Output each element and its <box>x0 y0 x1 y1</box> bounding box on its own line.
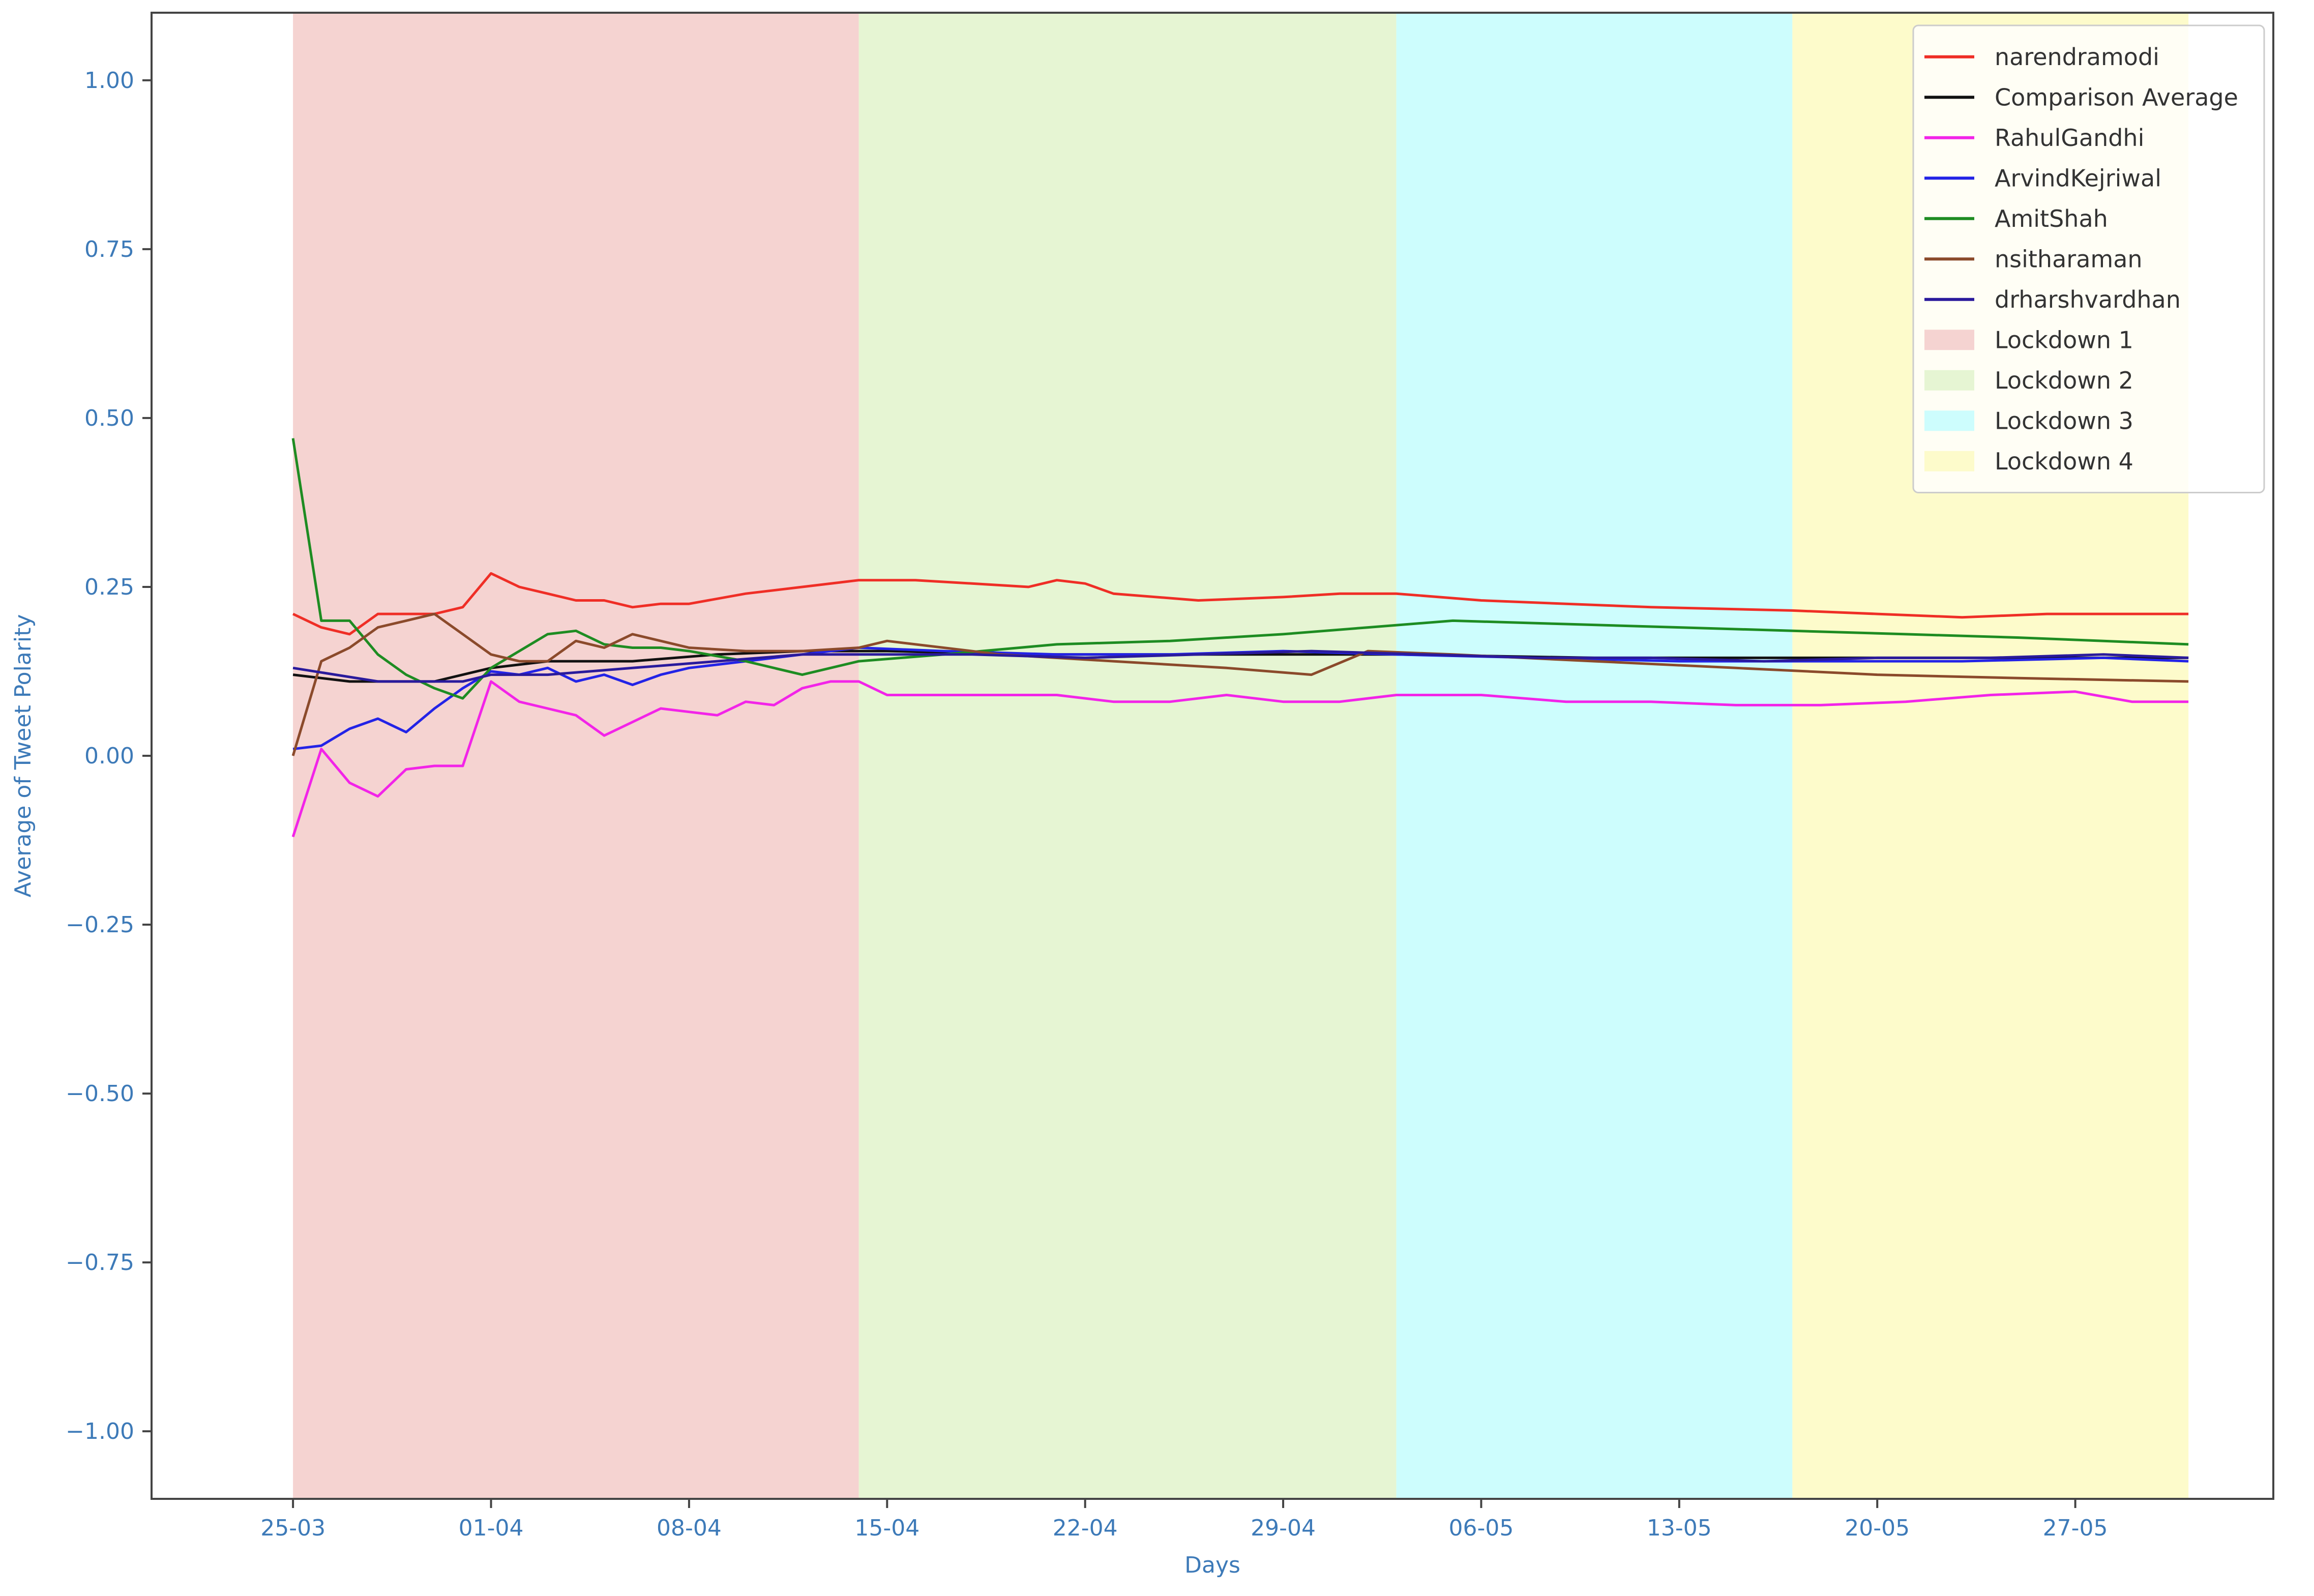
y-tick-label: 0.50 <box>84 405 134 431</box>
legend-label-nsitharaman: nsitharaman <box>1995 245 2143 273</box>
series-line-drharshvardhan <box>292 649 2189 683</box>
y-axis: −1.00 −0.75 −0.50 −0.25 0.00 0.25 0.50 0.75 1.00 <box>66 68 152 1444</box>
series-lines <box>291 438 2189 838</box>
y-tick-label: −0.25 <box>66 912 134 938</box>
region-lockdown-2 <box>858 13 1397 1499</box>
x-axis: 25-03 01-04 08-04 15-04 22-04 29-04 06-05 13-05… <box>260 1499 2108 1541</box>
y-tick-label: 1.00 <box>84 68 134 94</box>
legend-swatch-lockdown-3 <box>1924 410 1974 431</box>
legend-box <box>1912 24 2265 493</box>
x-tick-label: 15-04 <box>854 1515 919 1541</box>
legend-label-comparison-average: Comparison Average <box>1995 83 2238 111</box>
legend-label-drharshvardhan: drharshvardhan <box>1995 286 2181 313</box>
x-tick-label: 22-04 <box>1053 1515 1118 1541</box>
y-tick-label: 0.00 <box>84 743 134 769</box>
y-tick-label: 0.25 <box>84 574 134 600</box>
y-tick-label: −0.50 <box>66 1081 134 1107</box>
legend-label-lockdown-4: Lockdown 4 <box>1995 448 2133 475</box>
legend-label-arvindkejriwal: ArvindKejriwal <box>1995 164 2161 192</box>
x-tick-label: 29-04 <box>1251 1515 1316 1541</box>
legend-swatch-lockdown-2 <box>1924 370 1974 391</box>
series-line-amitshah <box>291 438 2189 700</box>
lockdown-regions <box>293 13 2189 1499</box>
y-axis-title: Average of Tweet Polarity <box>10 614 36 898</box>
legend-label-lockdown-3: Lockdown 3 <box>1995 407 2133 434</box>
legend-label-amitshah: AmitShah <box>1995 205 2108 232</box>
x-tick-label: 27-05 <box>2043 1515 2108 1541</box>
x-axis-title: Days <box>1184 1552 1240 1578</box>
x-tick-label: 01-04 <box>459 1515 524 1541</box>
region-lockdown-1 <box>293 13 859 1499</box>
x-tick-label: 20-05 <box>1845 1515 1910 1541</box>
legend-swatch-lockdown-4 <box>1924 451 1974 471</box>
x-tick-label: 06-05 <box>1449 1515 1514 1541</box>
y-tick-label: −0.75 <box>66 1250 134 1276</box>
legend-label-lockdown-1: Lockdown 1 <box>1995 326 2133 353</box>
legend: narendramodi Comparison Average RahulGandh… <box>1912 24 2265 493</box>
legend-label-narendramodi: narendramodi <box>1995 43 2159 71</box>
legend-label-rahulgandhi: RahulGandhi <box>1995 124 2144 152</box>
y-tick-label: −1.00 <box>66 1418 134 1444</box>
x-tick-label: 25-03 <box>260 1515 325 1541</box>
series-line-rahulgandhi <box>291 680 2189 838</box>
x-tick-label: 13-05 <box>1647 1515 1712 1541</box>
region-lockdown-3 <box>1396 13 1793 1499</box>
series-line-comparison-average <box>292 649 2189 683</box>
y-tick-label: 0.75 <box>84 237 134 262</box>
x-tick-label: 08-04 <box>657 1515 722 1541</box>
series-line-narendramodi <box>292 572 2189 636</box>
legend-swatch-lockdown-1 <box>1924 330 1974 350</box>
legend-label-lockdown-2: Lockdown 2 <box>1995 367 2133 394</box>
